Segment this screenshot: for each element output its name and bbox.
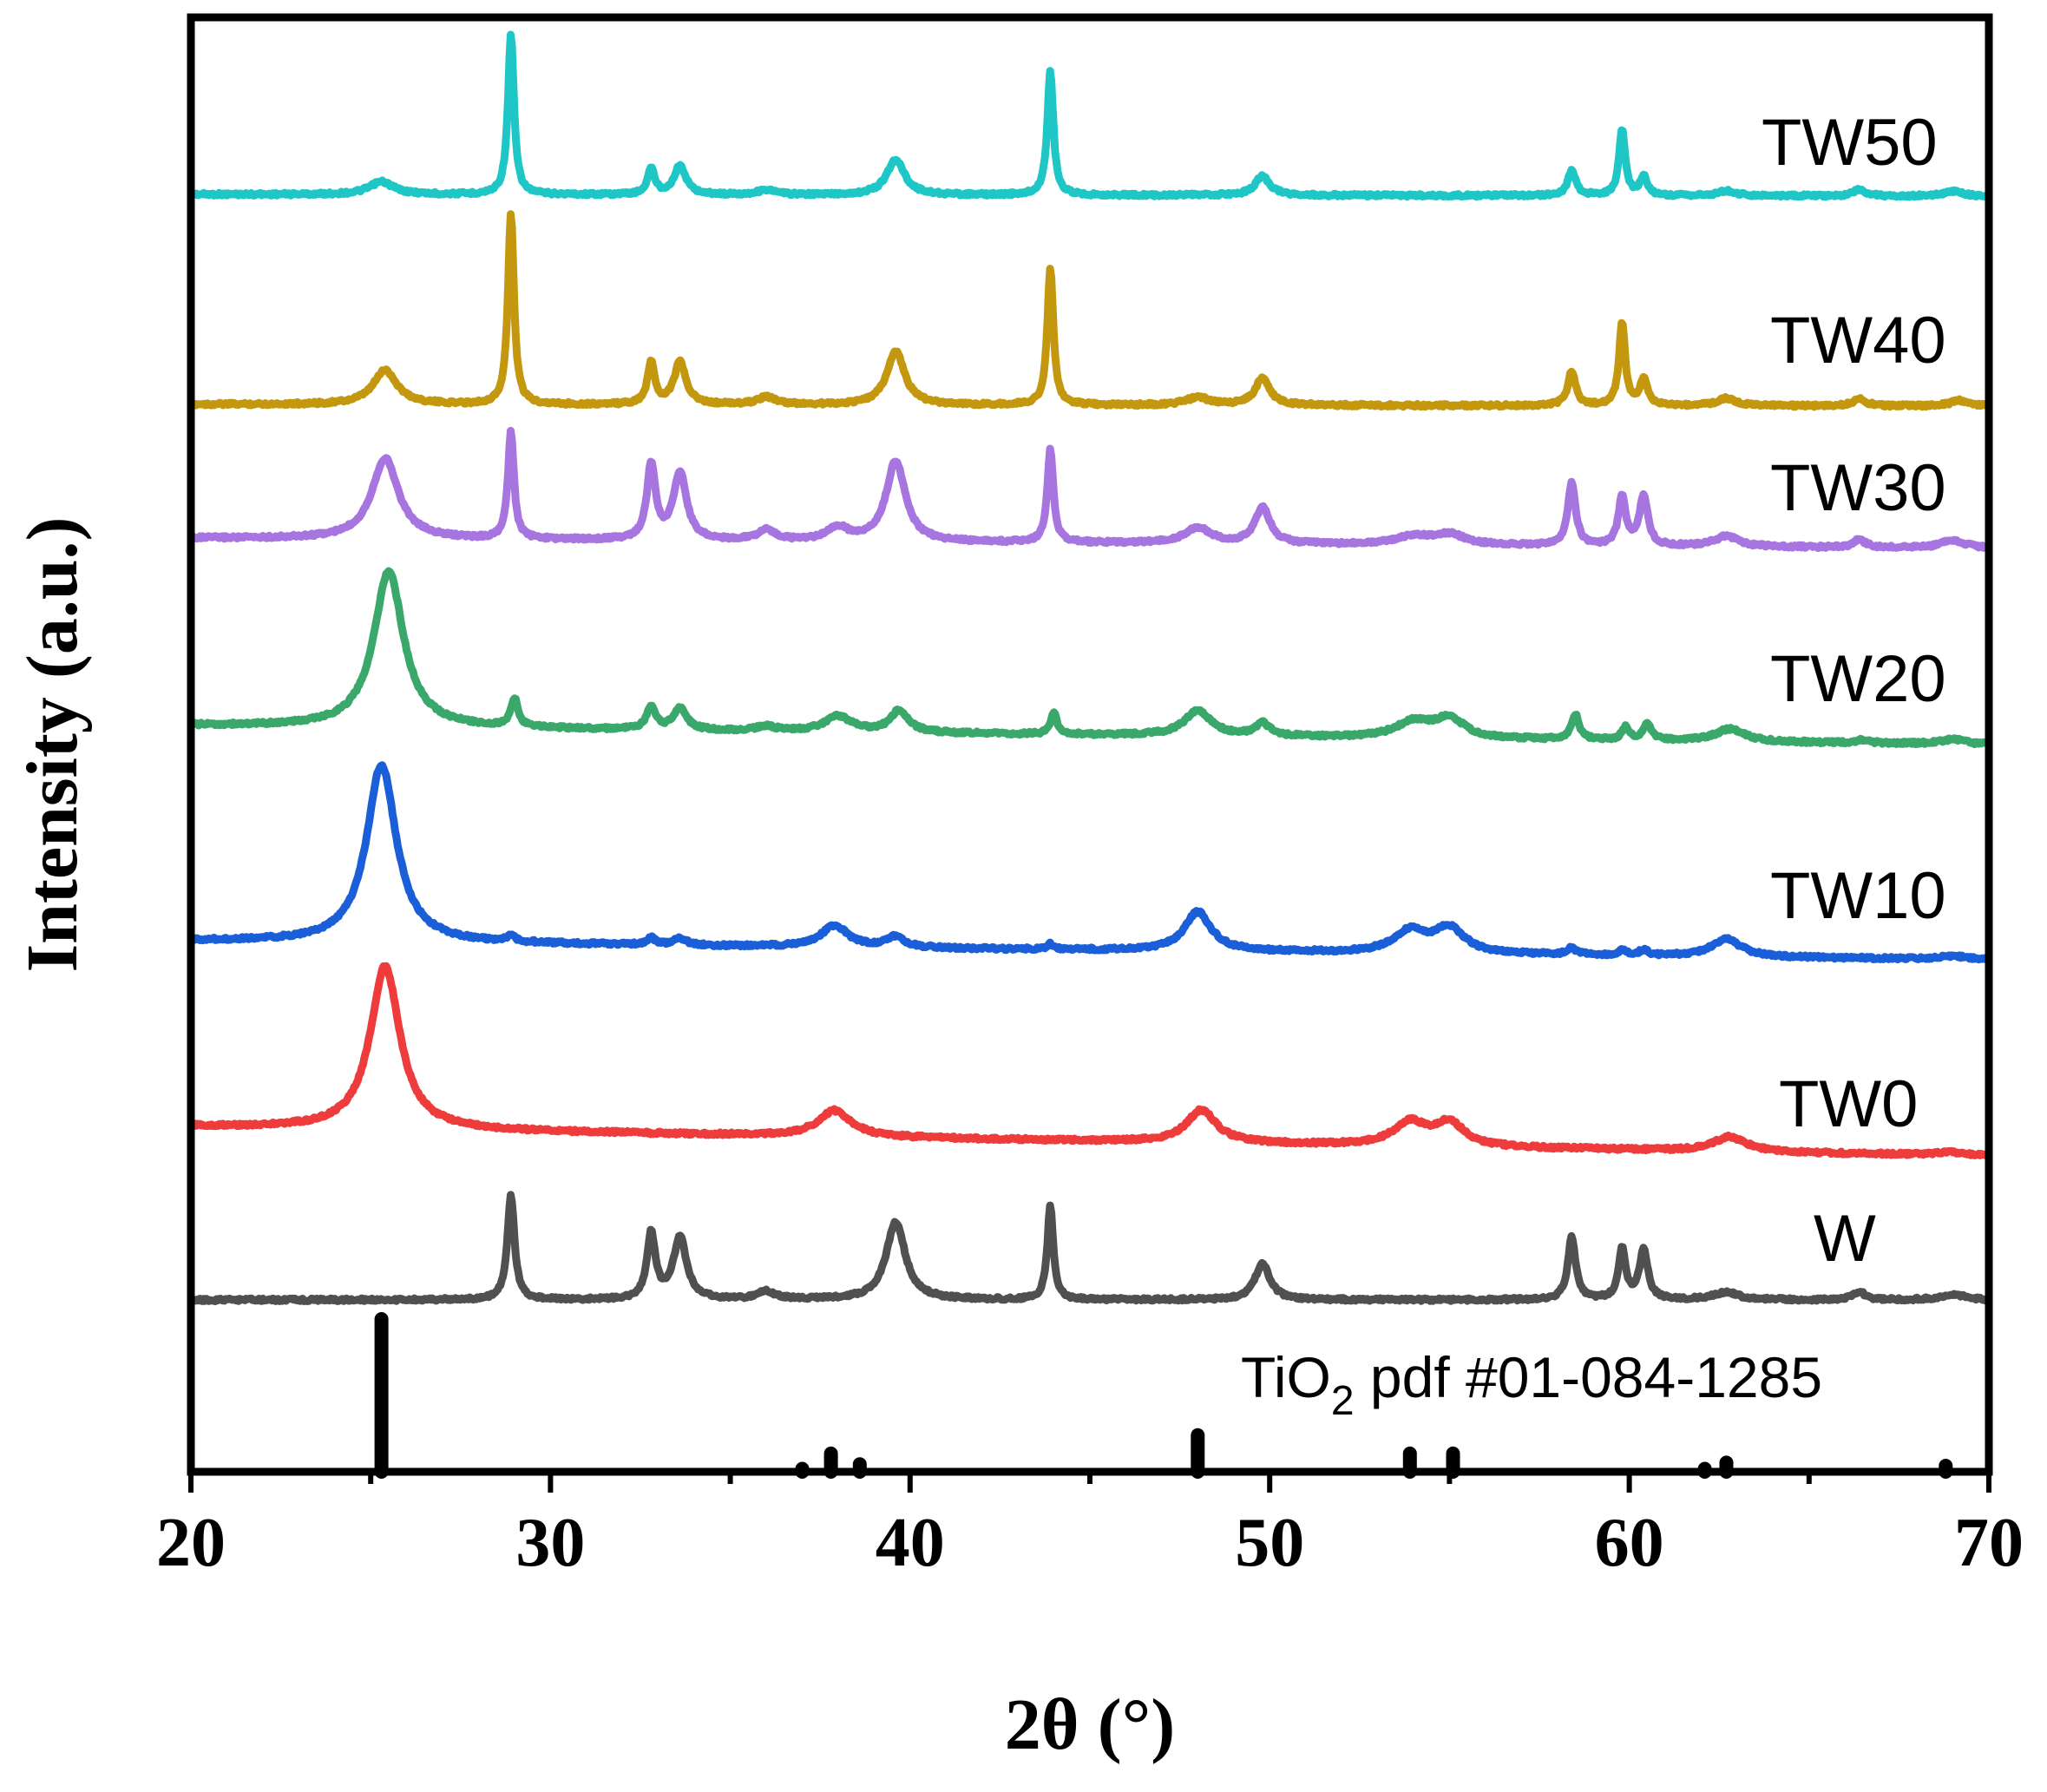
x-axis-title: 2θ (°) [1005,1684,1175,1765]
reference-label: TiO2 pdf #01-084-1285 [1241,1345,1822,1424]
series-layer [187,30,1993,1305]
x-tick-label: 70 [1954,1505,2024,1581]
x-tick-label: 20 [156,1505,226,1581]
x-axis: 20 30 40 50 60 70 [156,1472,2024,1581]
series-line-tw50 [187,30,1993,201]
series-labels: TW50 TW40 TW30 TW20 TW10 TW0 W [1762,106,1946,1276]
series-label-w: W [1814,1202,1876,1276]
series-label-tw20: TW20 [1770,642,1946,716]
series-label-tw40: TW40 [1770,304,1946,377]
series-line-w [187,1191,1993,1305]
series-label-tw30: TW30 [1770,451,1946,525]
x-tick-label: 60 [1595,1505,1664,1581]
y-axis-title: Intensity (a.u.) [12,516,93,972]
x-tick-label: 40 [876,1505,945,1581]
plot-frame [187,13,1993,1476]
x-tick-label: 50 [1235,1505,1304,1581]
series-line-tw0 [187,962,1993,1160]
series-line-tw20 [187,567,1993,749]
series-label-tw0: TW0 [1779,1067,1918,1141]
x-tick-label: 30 [515,1505,585,1581]
series-label-tw10: TW10 [1770,859,1946,933]
series-line-tw30 [187,426,1993,553]
series-line-tw10 [187,761,1993,964]
series-label-tw50: TW50 [1762,106,1938,180]
series-line-tw40 [187,210,1993,411]
